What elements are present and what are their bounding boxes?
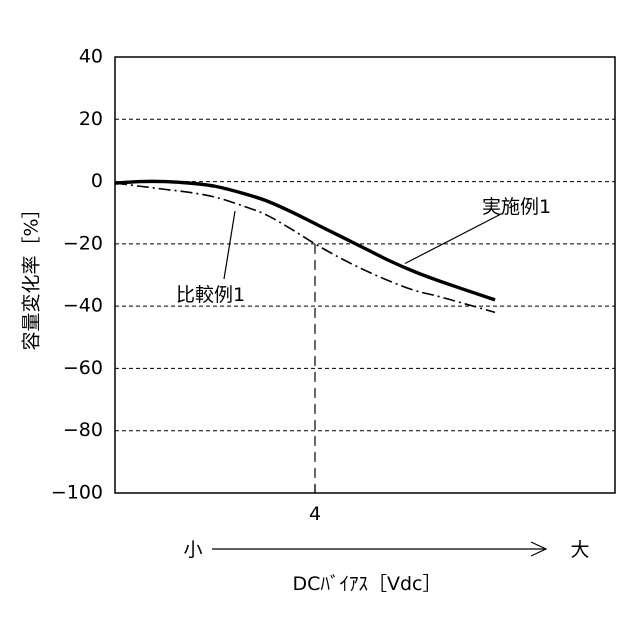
y-axis-label: 容量変化率［%］ — [21, 199, 43, 350]
y-tick-label: −20 — [63, 232, 103, 254]
series-line-example-1 — [115, 181, 495, 300]
series-callouts: 実施例1 比較例1 — [176, 196, 551, 306]
y-tick-label: −100 — [51, 482, 103, 504]
x-axis-label: DCﾊﾞｲｱｽ［Vdc］ — [293, 573, 442, 595]
plot-frame — [115, 57, 615, 493]
y-tick-label: 0 — [91, 170, 103, 192]
y-tick-labels: 40 20 0 −20 −40 −60 −80 −100 — [51, 46, 103, 504]
y-tick-label: 40 — [79, 46, 103, 68]
callout-leader-example-1 — [405, 213, 503, 263]
callout-leader-comparative-1 — [224, 211, 235, 279]
y-tick-label: 20 — [79, 108, 103, 130]
x-marker: 4 — [309, 244, 321, 525]
grid-lines — [115, 119, 615, 430]
series-line-comparative-1 — [115, 183, 495, 312]
y-tick-label: −60 — [63, 357, 103, 379]
y-tick-label: −80 — [63, 419, 103, 441]
x-axis-small-label: 小 — [183, 539, 202, 561]
y-tick-label: −40 — [63, 295, 103, 317]
x-axis-large-label: 大 — [570, 539, 589, 561]
series-label-example-1: 実施例1 — [482, 196, 551, 218]
x-marker-label: 4 — [309, 503, 321, 525]
series-label-comparative-1: 比較例1 — [176, 284, 245, 306]
